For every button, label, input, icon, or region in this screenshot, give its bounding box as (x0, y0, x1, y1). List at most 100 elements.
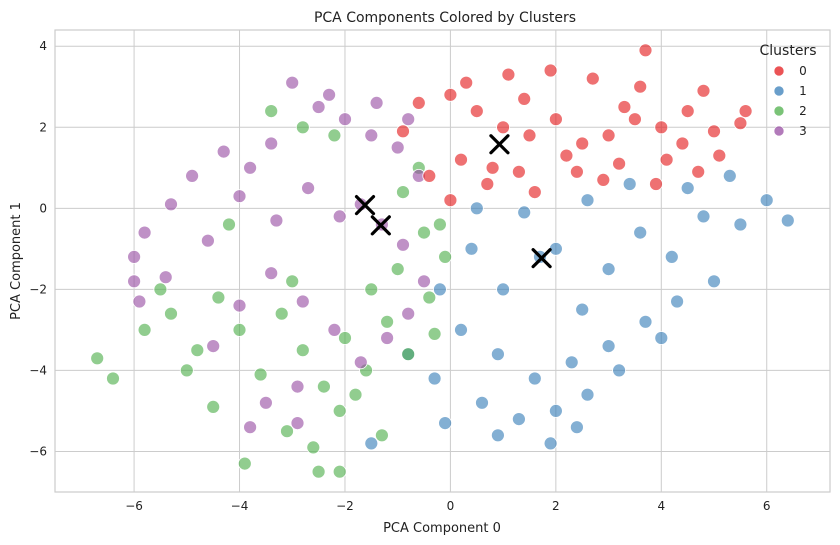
point-cluster-3 (232, 189, 247, 204)
x-axis-label: PCA Component 0 (383, 521, 501, 536)
point-cluster-2 (206, 399, 221, 414)
x-ticks: −6 −4 −2 0 2 4 6 (125, 499, 770, 513)
point-cluster-0 (601, 128, 616, 143)
legend-marker-2 (773, 105, 785, 117)
y-tick-label: 2 (39, 120, 47, 134)
point-cluster-0 (411, 96, 426, 110)
point-cluster-1 (543, 436, 558, 451)
point-cluster-2 (332, 464, 347, 479)
point-cluster-2 (401, 347, 416, 362)
point-cluster-0 (675, 136, 690, 151)
point-cluster-1 (475, 395, 489, 410)
point-cluster-3 (311, 100, 326, 114)
point-cluster-1 (580, 387, 595, 402)
point-cluster-2 (264, 104, 279, 118)
point-cluster-1 (549, 403, 563, 418)
point-cluster-0 (696, 83, 711, 98)
point-cluster-0 (649, 177, 663, 191)
point-cluster-0 (633, 79, 648, 94)
point-cluster-0 (443, 87, 458, 102)
point-cluster-3 (243, 420, 258, 435)
point-cluster-2 (211, 290, 226, 305)
point-cluster-3 (264, 136, 279, 151)
point-cluster-3 (243, 160, 258, 175)
point-cluster-3 (338, 112, 352, 127)
point-cluster-0 (469, 104, 484, 118)
point-cluster-2 (179, 363, 194, 378)
point-cluster-0 (691, 164, 706, 179)
point-cluster-0 (549, 112, 563, 127)
point-cluster-0 (570, 164, 584, 179)
point-cluster-1 (490, 347, 505, 362)
point-cluster-3 (417, 274, 431, 289)
point-cluster-3 (137, 225, 152, 240)
point-cluster-3 (264, 266, 279, 281)
point-cluster-0 (496, 120, 511, 135)
point-cluster-3 (132, 294, 147, 309)
point-cluster-1 (622, 177, 637, 191)
point-cluster-3 (127, 249, 142, 264)
y-tick-label: −4 (29, 363, 47, 377)
point-cluster-3 (232, 298, 247, 313)
point-cluster-3 (290, 416, 305, 431)
point-cluster-2 (280, 424, 294, 439)
centroid-marker-cluster-3 (370, 215, 391, 236)
legend-label-3: 3 (799, 124, 807, 138)
point-cluster-0 (680, 104, 695, 118)
centroid-marker-cluster-1 (531, 248, 552, 269)
x-tick-label: 6 (763, 499, 771, 513)
point-cluster-1 (601, 339, 616, 354)
point-cluster-0 (659, 152, 674, 167)
point-cluster-1 (696, 209, 711, 224)
y-tick-label: 0 (39, 201, 47, 215)
centroid-marker-cluster-0 (489, 134, 510, 155)
y-tick-label: −2 (29, 282, 47, 296)
point-cluster-3 (301, 181, 316, 196)
point-cluster-1 (464, 241, 479, 256)
point-cluster-0 (396, 124, 410, 139)
point-cluster-0 (612, 156, 626, 171)
point-cluster-2 (396, 185, 410, 200)
point-cluster-1 (490, 428, 505, 443)
point-cluster-0 (485, 160, 500, 175)
point-cluster-3 (364, 128, 379, 143)
point-cluster-0 (459, 75, 474, 90)
point-cluster-3 (295, 294, 310, 309)
point-cluster-2 (232, 322, 247, 337)
point-cluster-1 (759, 193, 774, 208)
point-cluster-2 (90, 351, 105, 366)
point-cluster-3 (327, 322, 342, 337)
x-tick-label: 0 (447, 499, 455, 513)
legend-marker-1 (773, 85, 785, 97)
legend-label-1: 1 (799, 84, 807, 98)
x-tick-label: −6 (125, 499, 143, 513)
point-cluster-0 (654, 120, 669, 135)
point-cluster-1 (580, 193, 595, 208)
y-ticks: −6 −4 −2 0 2 4 (29, 39, 47, 458)
point-cluster-2 (237, 456, 252, 471)
point-cluster-1 (680, 181, 695, 196)
point-cluster-0 (738, 104, 753, 118)
point-cluster-2 (295, 120, 310, 135)
point-cluster-0 (422, 168, 437, 183)
gridlines (55, 30, 830, 492)
point-cluster-2 (422, 290, 437, 305)
point-cluster-3 (332, 209, 347, 224)
point-cluster-2 (164, 306, 178, 321)
point-cluster-0 (628, 112, 642, 127)
point-cluster-2 (316, 379, 331, 394)
point-cluster-1 (438, 416, 453, 431)
point-cluster-2 (311, 464, 326, 479)
point-cluster-1 (670, 294, 684, 309)
point-cluster-0 (712, 148, 727, 163)
point-cluster-3 (258, 395, 273, 410)
centroid-marker-cluster-2 (354, 194, 376, 216)
point-cluster-0 (512, 164, 526, 179)
x-tick-label: −2 (336, 499, 354, 513)
x-tick-label: −4 (231, 499, 249, 513)
point-cluster-1 (612, 363, 626, 378)
point-cluster-2 (364, 282, 379, 297)
point-cluster-3 (369, 96, 384, 110)
point-cluster-1 (570, 420, 584, 435)
